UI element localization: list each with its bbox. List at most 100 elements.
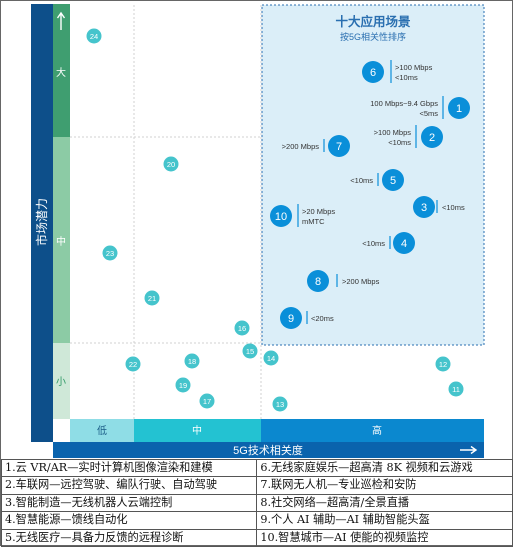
highlight-box-subtitle: 按5G相关性排序: [340, 31, 406, 42]
bubble-circle: [86, 28, 102, 44]
bubble-number: 14: [267, 354, 275, 363]
bubble-number: 9: [288, 313, 294, 325]
top-ten-highlight-box: [261, 4, 485, 346]
bubble-8: 8 >200 Mbps: [307, 270, 380, 292]
legend-cell: 7.联网无人机—专业巡检和安防: [256, 476, 513, 495]
bubble-10: 10 >20 Mbps mMTC: [270, 204, 335, 227]
bubble-number: 13: [276, 400, 284, 409]
bubble-11: 11: [448, 381, 464, 397]
bubble-23: 23: [102, 245, 118, 261]
x-axis-title-bar: [53, 442, 484, 458]
bubble-number: 5: [390, 175, 396, 187]
bubble-circle: [382, 169, 404, 191]
bubble-note: >200 Mbps: [282, 142, 320, 151]
bubble-circle: [242, 343, 258, 359]
bubble-14: 14: [263, 350, 279, 366]
bubble-note: <10ms: [362, 239, 385, 248]
bubble-circle: [328, 135, 350, 157]
bubble-note: >20 Mbps mMTC: [302, 207, 335, 226]
legend-row: 1.云 VR/AR—实时计算机图像渲染和建模 6.无线家庭娱乐—超高清 8K 视频…: [0, 458, 513, 478]
bubble-circle: [307, 270, 329, 292]
legend-row: 5.无线医疗—具备力反馈的远程诊断 10.智慧城市—AI 使能的视频监控: [0, 528, 513, 548]
bubble-circle: [144, 290, 160, 306]
bubble-3: 3 <10ms: [413, 196, 465, 218]
legend-cell: 4.智慧能源—馈线自动化: [0, 511, 258, 530]
bubble-19: 19: [175, 377, 191, 393]
bubble-number: 16: [238, 324, 246, 333]
bubble-note: >100 Mbps <10ms: [395, 63, 433, 82]
y-band-medium: [53, 137, 70, 343]
bubble-note: >200 Mbps: [342, 277, 380, 286]
legend-cell: 8.社交网络—超高清/全景直播: [256, 493, 513, 513]
bubble-12: 12: [435, 356, 451, 372]
x-band-low: [70, 419, 134, 442]
y-band-label-small: 小: [56, 376, 66, 388]
bubble-number: 11: [452, 385, 460, 394]
legend-row: 2.车联网—远控驾驶、编队行驶、自动驾驶 7.联网无人机—专业巡检和安防: [0, 476, 513, 495]
bubble-number: 18: [188, 357, 196, 366]
bubble-13: 13: [272, 396, 288, 412]
y-band-small: [53, 343, 70, 419]
bubble-number: 15: [246, 347, 254, 356]
scenario-matrix-chart: 市场潜力 大 中 小 低 中 高 5G技术相关度 十大应用场景 按5G相关性排序…: [31, 4, 485, 458]
legend-row: 4.智慧能源—馈线自动化 9.个人 AI 辅助—AI 辅助智能头盔: [0, 511, 513, 530]
bubble-15: 15: [242, 343, 258, 359]
bubble-number: 20: [167, 160, 175, 169]
bubble-number: 2: [429, 132, 435, 144]
legend-cell: 2.车联网—远控驾驶、编队行驶、自动驾驶: [0, 476, 258, 495]
x-axis-arrow: [460, 445, 478, 455]
bubble-circle: [448, 97, 470, 119]
x-axis-title: 5G技术相关度: [233, 443, 303, 457]
bubble-22: 22: [125, 356, 141, 372]
highlight-box-title: 十大应用场景: [335, 14, 411, 29]
bubble-circle: [175, 377, 191, 393]
bubble-18: 18: [184, 353, 200, 369]
x-band-label-low: 低: [97, 424, 107, 437]
bubble-21: 21: [144, 290, 160, 306]
bubble-circle: [102, 245, 118, 261]
bubble-note: <10ms: [442, 203, 465, 212]
bubble-9: 9 <20ms: [280, 307, 334, 329]
bubble-circle: [448, 381, 464, 397]
bubble-circle: [435, 356, 451, 372]
legend-cell: 1.云 VR/AR—实时计算机图像渲染和建模: [0, 458, 258, 478]
bubble-number: 10: [275, 211, 287, 223]
y-band-label-medium: 中: [56, 235, 66, 248]
bubble-number: 19: [179, 381, 187, 390]
y-band-label-large: 大: [56, 66, 66, 79]
bubble-number: 7: [336, 141, 342, 153]
y-band-large: [53, 4, 70, 137]
bubble-circle: [393, 232, 415, 254]
bubble-circle: [413, 196, 435, 218]
bubble-1: 1 100 Mbps~9.4 Gbps <5ms: [370, 96, 470, 119]
bubble-number: 12: [439, 360, 447, 369]
bubble-circle: [184, 353, 200, 369]
bubble-circle: [272, 396, 288, 412]
y-axis-title-bar: [31, 4, 53, 442]
legend-cell: 9.个人 AI 辅助—AI 辅助智能头盔: [256, 511, 513, 530]
bubble-2: 2 >100 Mbps <10ms: [374, 125, 443, 148]
bubble-number: 1: [456, 103, 462, 115]
bubble-number: 6: [370, 67, 376, 79]
x-band-medium: [134, 419, 261, 442]
bubble-number: 24: [90, 32, 98, 41]
legend-row: 3.智能制造—无线机器人云端控制 8.社交网络—超高清/全景直播: [0, 493, 513, 513]
bubble-20: 20: [163, 156, 179, 172]
bubble-note: <20ms: [311, 314, 334, 323]
bubble-note: >100 Mbps <10ms: [374, 128, 412, 147]
bubble-circle: [125, 356, 141, 372]
x-band-high: [261, 419, 484, 442]
bubble-16: 16: [234, 320, 250, 336]
bubble-circle: [280, 307, 302, 329]
bubble-note: 100 Mbps~9.4 Gbps <5ms: [370, 99, 438, 118]
legend-cell: 10.智慧城市—AI 使能的视频监控: [256, 528, 513, 548]
bubble-7: 7 >200 Mbps: [282, 135, 350, 157]
legend-cell: 6.无线家庭娱乐—超高清 8K 视频和云游戏: [256, 458, 513, 478]
bubble-number: 22: [129, 360, 137, 369]
bubble-circle: [421, 126, 443, 148]
bubble-number: 17: [203, 397, 211, 406]
bubble-circle: [234, 320, 250, 336]
bubble-5: 5 <10ms: [350, 169, 404, 191]
x-band-label-high: 高: [372, 424, 382, 437]
